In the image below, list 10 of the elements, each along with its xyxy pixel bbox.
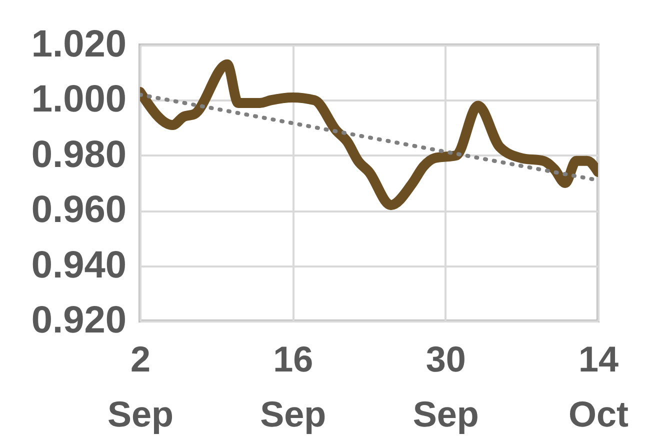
x-tick-label: 2 Sep [107,338,174,434]
y-tick-label: 1.020 [31,24,126,66]
y-tick-label: 1.000 [31,78,126,121]
y-tick-label: 0.920 [31,300,126,342]
y-tick-label: 0.960 [31,189,126,232]
x-tick-label: 30 Sep [412,338,479,434]
y-tick-label: 0.940 [31,244,126,286]
y-tick-label: 0.980 [31,134,126,176]
x-tick-label: 14 Oct [568,338,629,434]
x-tick-label: 16 Sep [260,338,326,434]
